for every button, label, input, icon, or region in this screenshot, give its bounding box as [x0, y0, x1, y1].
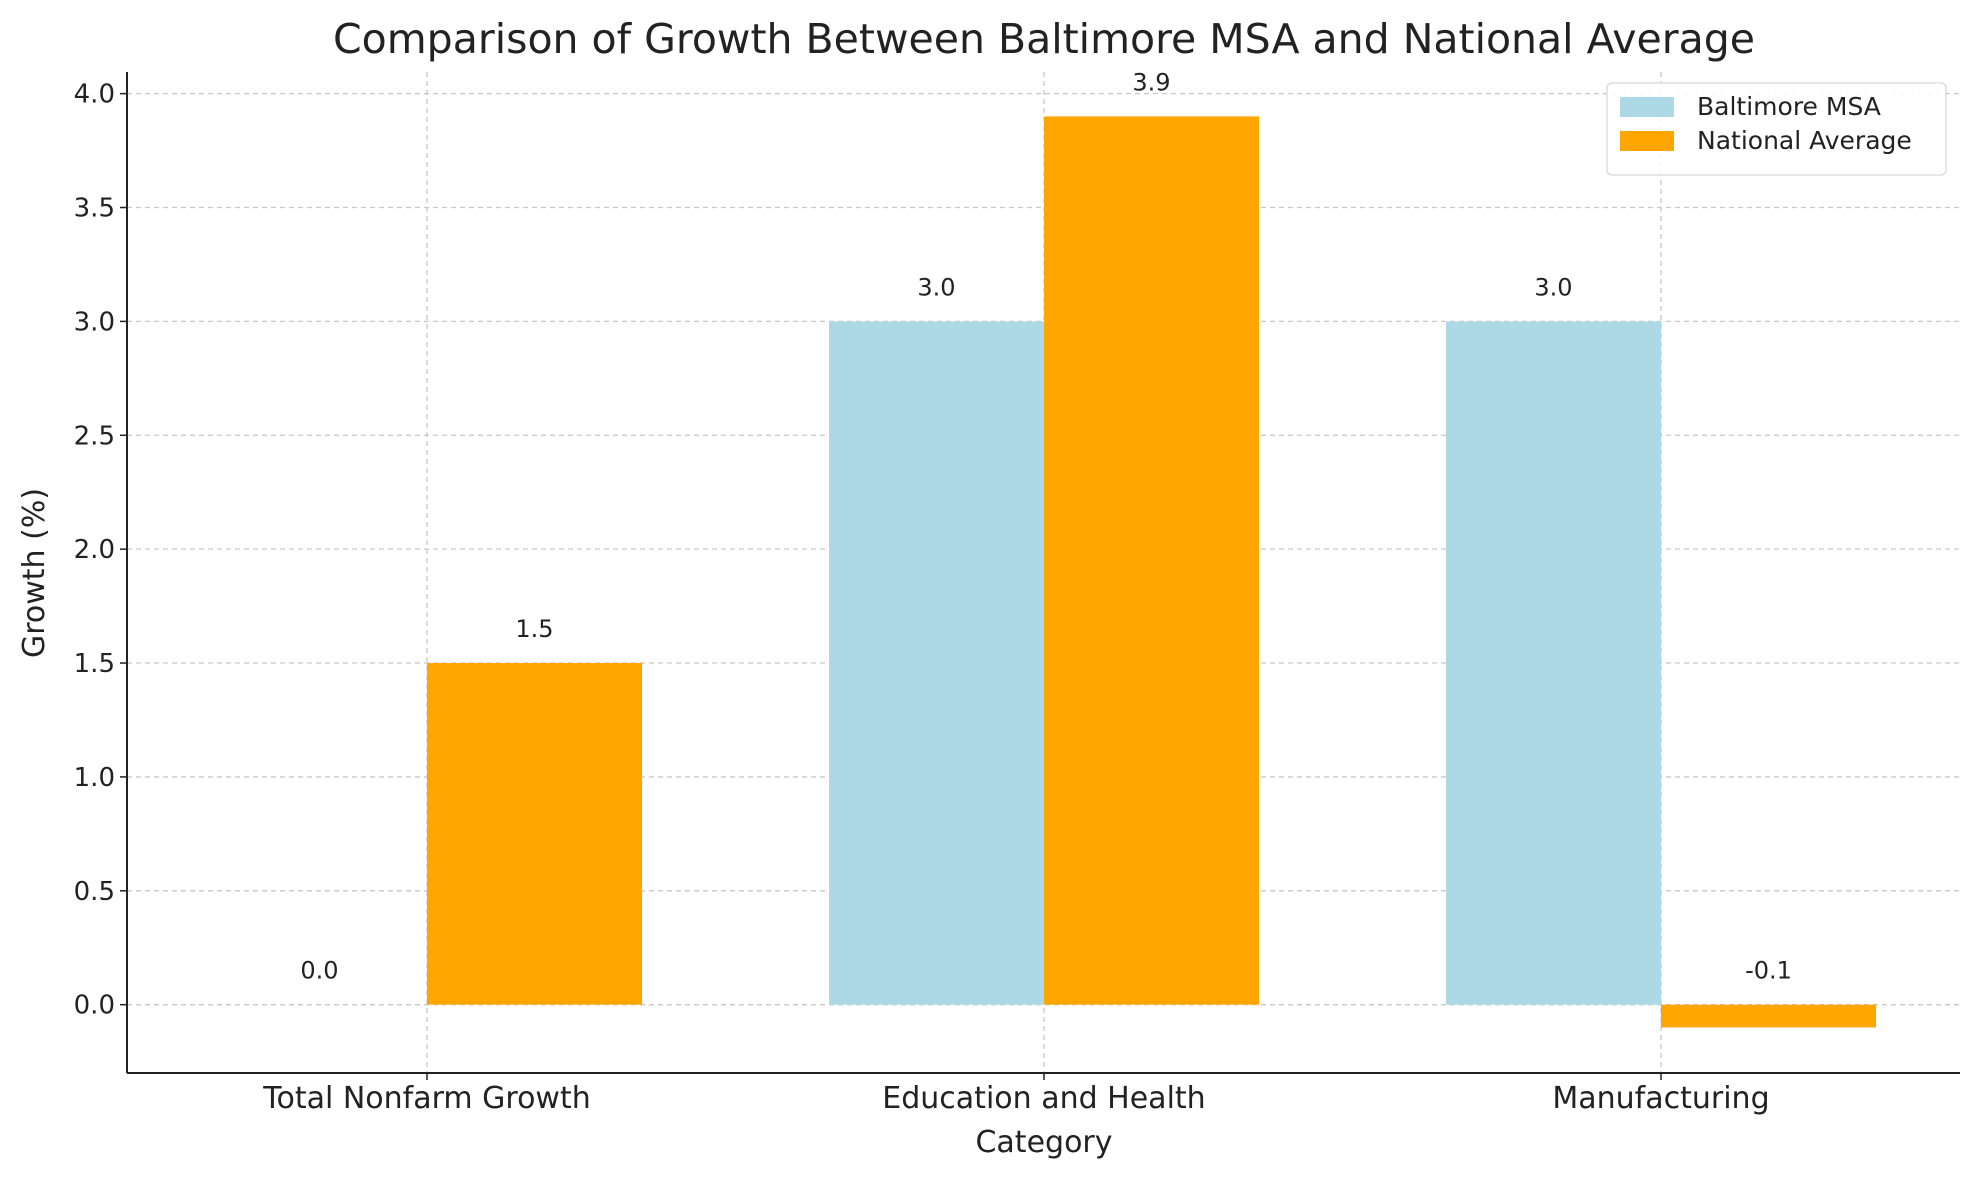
x-tick-label: Total Nonfarm Growth: [262, 1081, 591, 1116]
axes: 0.0 0.5 1.0 1.5 2.0 2.5 3.0 3.5 4.0 Total Nonfarm…: [74, 72, 1960, 1116]
y-axis-label: Growth (%): [17, 488, 52, 658]
y-tick-label: 4.0: [74, 80, 115, 110]
legend-box: [1606, 82, 1947, 176]
y-tick-label: 1.0: [74, 763, 115, 793]
legend-swatch: [1620, 97, 1674, 117]
bar-baltimore: [1446, 321, 1661, 1005]
bar-national: [1044, 116, 1259, 1005]
bar-national: [427, 663, 642, 1005]
y-tick-label: 3.5: [74, 194, 115, 224]
data-label: -0.1: [1745, 957, 1792, 985]
chart-title: Comparison of Growth Between Baltimore M…: [333, 15, 1755, 63]
legend-label: National Average: [1697, 126, 1912, 155]
bar-national: [1661, 1004, 1876, 1028]
data-labels: 0.0 3.0 3.0 1.5 3.9 -0.1: [300, 68, 1792, 984]
y-tick-label: 2.0: [74, 535, 115, 565]
data-label: 3.9: [1132, 68, 1170, 96]
data-label: 3.0: [1534, 273, 1572, 301]
bar-baltimore: [829, 321, 1044, 1005]
y-tick-label: 3.0: [74, 307, 115, 337]
x-tick-label: Education and Health: [882, 1081, 1205, 1116]
legend-label: Baltimore MSA: [1697, 92, 1881, 121]
legend-swatch: [1620, 131, 1674, 151]
x-tick-label: Manufacturing: [1552, 1081, 1769, 1116]
bars: [427, 116, 1876, 1028]
data-label: 1.5: [515, 615, 553, 643]
y-tick-label: 0.5: [74, 877, 115, 907]
legend: Baltimore MSA National Average: [1606, 82, 1947, 176]
y-tick-label: 0.0: [74, 991, 115, 1021]
x-axis-label: Category: [975, 1125, 1112, 1160]
data-label: 3.0: [917, 273, 955, 301]
data-label: 0.0: [300, 957, 338, 985]
y-tick-label: 2.5: [74, 421, 115, 451]
y-tick-label: 1.5: [74, 649, 115, 679]
